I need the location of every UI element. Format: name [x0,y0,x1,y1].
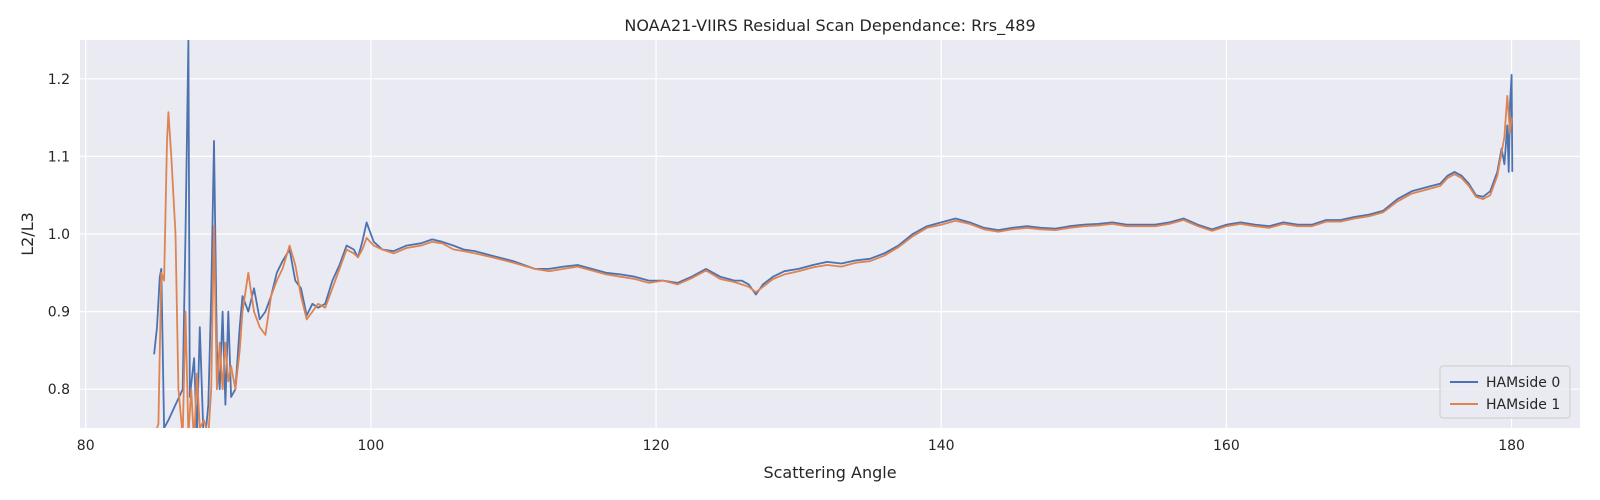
x-tick-label: 80 [77,438,95,454]
x-axis-label: Scattering Angle [763,463,896,482]
x-tick-label: 120 [643,438,670,454]
x-axis-ticks: 80 100 120 140 160 180 [77,438,1525,454]
grid-lines [80,40,1580,428]
x-tick-label: 140 [928,438,955,454]
chart-title: NOAA21-VIIRS Residual Scan Dependance: R… [624,16,1035,36]
legend: HAMside 0 HAMside 1 [1439,365,1571,419]
y-tick-label: 1.1 [48,149,70,165]
legend-entry: HAMside 0 [1486,375,1560,391]
series-layer [153,40,1514,428]
y-tick-label: 1.2 [48,72,70,88]
y-axis-ticks: 0.8 0.9 1.0 1.1 1.2 [48,72,70,398]
x-tick-label: 100 [358,438,385,454]
x-tick-label: 180 [1498,438,1525,454]
series-line-0 [153,40,1514,428]
legend-entry: HAMside 1 [1486,397,1560,413]
x-tick-label: 160 [1213,438,1240,454]
y-tick-label: 1.0 [48,227,70,243]
y-axis-label: L2/L3 [18,212,37,256]
y-tick-label: 0.8 [48,382,70,398]
series-line-1 [156,95,1513,428]
y-tick-label: 0.9 [48,305,70,321]
